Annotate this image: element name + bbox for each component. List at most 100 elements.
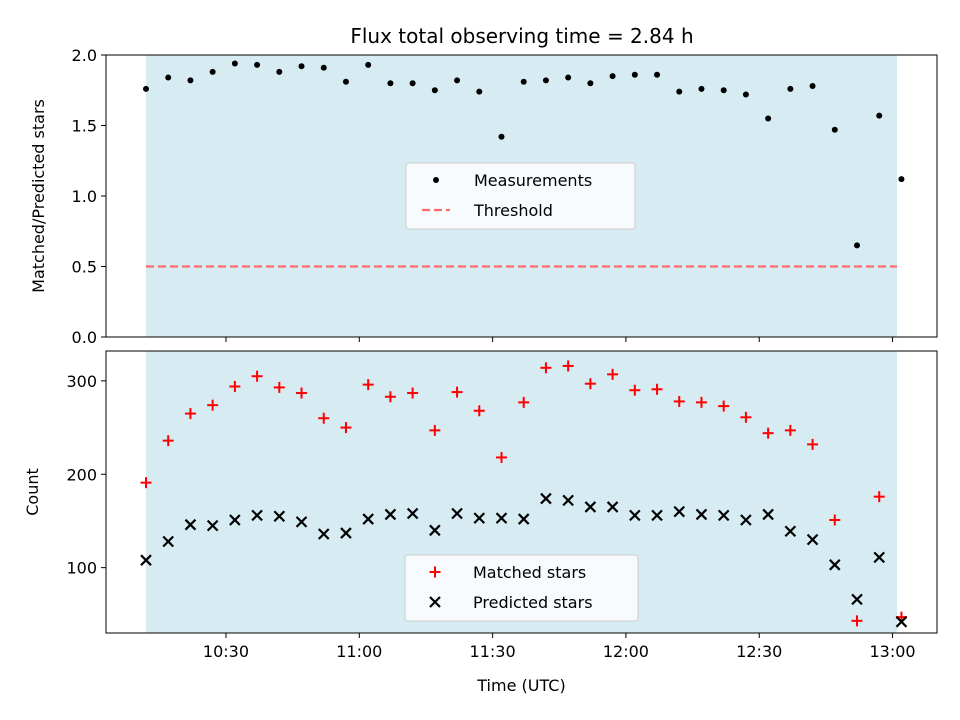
measurement-point-13 — [431, 87, 438, 94]
measurement-point-17 — [520, 78, 527, 85]
bottom-panel: 100 200 300 10:30 11:00 11:30 12:00 12:30 13:00… — [23, 350, 938, 695]
measurement-point-22 — [631, 71, 638, 78]
top-ytick-label-1: 0.5 — [72, 258, 97, 277]
predicted-point-3-b — [206, 519, 219, 532]
predicted-point-33 — [873, 551, 886, 564]
predicted-point-12 — [406, 507, 419, 520]
x-axis-label: Time (UTC) — [476, 676, 565, 695]
predicted-point-7-b — [295, 516, 308, 528]
top-ytick-label-4: 2.0 — [72, 46, 97, 65]
predicted-point-30 — [806, 533, 819, 546]
predicted-point-4-b — [229, 514, 241, 526]
measurement-point-19 — [565, 74, 572, 81]
measurement-point-21 — [609, 73, 616, 80]
predicted-point-11 — [384, 508, 397, 521]
top-panel: 0.00.51.01.52.0 Matched/Predicted stars … — [29, 46, 938, 347]
legend-measurement-marker — [433, 177, 439, 183]
predicted-point-10-b — [362, 513, 374, 525]
measurement-point-27 — [742, 91, 749, 98]
matched-point-6 — [273, 381, 285, 393]
predicted-point-16-b — [495, 512, 508, 524]
predicted-point-27-b — [740, 514, 752, 526]
top-legend-label-1: Threshold — [473, 201, 553, 220]
matched-point-11 — [384, 391, 396, 403]
measurement-point-34 — [898, 176, 905, 183]
measurement-point-24 — [676, 88, 683, 95]
predicted-point-10 — [362, 513, 374, 525]
top-legend: Measurements Threshold — [405, 162, 636, 230]
matched-point-14 — [451, 386, 463, 398]
measurement-point-12 — [409, 80, 416, 87]
predicted-point-19 — [562, 494, 574, 507]
measurement-point-10 — [365, 61, 372, 68]
measurement-point-15 — [476, 88, 483, 95]
matched-point-19 — [562, 360, 574, 372]
predicted-point-15 — [473, 512, 486, 524]
predicted-point-0 — [140, 554, 152, 566]
bottom-y-axis-label: Count — [23, 468, 42, 516]
bottom-ytick-label-2: 300 — [66, 372, 97, 391]
measurement-point-30 — [809, 83, 816, 90]
bottom-xtick-label-1: 11:00 — [336, 642, 382, 661]
bottom-xtick-label-5: 13:00 — [870, 642, 916, 661]
matched-point-1 — [162, 435, 174, 447]
measurement-point-7 — [298, 63, 305, 70]
measurement-point-25 — [698, 85, 705, 92]
predicted-point-9-b — [340, 527, 352, 539]
matched-point-28 — [762, 427, 774, 439]
bottom-xtick-label-0: 10:30 — [203, 642, 249, 661]
matched-point-18 — [540, 362, 552, 374]
predicted-point-5-b — [251, 509, 263, 522]
matched-point-15 — [473, 405, 485, 417]
predicted-point-21 — [606, 501, 619, 513]
predicted-point-9 — [340, 527, 352, 539]
measurement-point-20 — [587, 80, 594, 87]
matched-point-10 — [362, 379, 374, 391]
top-marks — [142, 60, 905, 268]
measurement-point-31 — [831, 126, 838, 133]
matched-point-20 — [584, 378, 596, 390]
top-ytick-label-2: 1.0 — [72, 187, 97, 206]
bottom-marks — [140, 360, 908, 628]
predicted-point-28 — [762, 508, 774, 521]
legend-predicted-marker — [429, 596, 441, 608]
measurement-point-11 — [387, 80, 394, 87]
predicted-point-17 — [517, 513, 530, 525]
measurement-point-3 — [209, 68, 216, 75]
bottom-legend-label-0: Matched stars — [473, 563, 586, 582]
matched-point-17 — [518, 396, 530, 408]
measurement-point-33 — [876, 112, 883, 119]
predicted-point-14-b — [451, 507, 463, 520]
predicted-point-22 — [629, 509, 641, 522]
matched-point-5 — [251, 370, 263, 382]
predicted-point-7 — [295, 516, 308, 528]
bottom-legend-label-1: Predicted stars — [473, 593, 593, 612]
predicted-point-18-b — [540, 492, 552, 505]
matched-point-29 — [784, 424, 796, 436]
predicted-point-26-b — [717, 509, 730, 522]
predicted-point-26 — [717, 509, 730, 522]
top-axes-frame — [105, 54, 938, 338]
measurement-point-32 — [854, 242, 861, 249]
matched-point-33 — [873, 491, 885, 503]
measurement-point-4 — [231, 60, 238, 67]
measurement-point-28 — [765, 115, 772, 122]
matched-point-12 — [407, 387, 419, 399]
predicted-point-31-b — [829, 559, 841, 571]
predicted-point-32 — [851, 593, 863, 606]
matched-point-32 — [851, 615, 863, 627]
predicted-point-23-b — [651, 509, 663, 522]
predicted-point-12-b — [406, 507, 419, 520]
bottom-legend-box — [404, 554, 639, 622]
top-ytick-label-3: 1.5 — [72, 117, 97, 136]
measurement-point-1 — [165, 74, 172, 81]
measurement-point-26 — [720, 87, 727, 94]
predicted-point-28-b — [762, 508, 774, 521]
bottom-legend: Matched stars Predicted stars — [404, 554, 639, 622]
bottom-xtick-label-3: 12:00 — [603, 642, 649, 661]
matched-point-13 — [429, 424, 441, 436]
matched-point-0 — [140, 477, 152, 489]
predicted-point-24-b — [673, 505, 686, 518]
bottom-ytick-label-1: 200 — [66, 465, 97, 484]
predicted-point-30-b — [806, 533, 819, 546]
